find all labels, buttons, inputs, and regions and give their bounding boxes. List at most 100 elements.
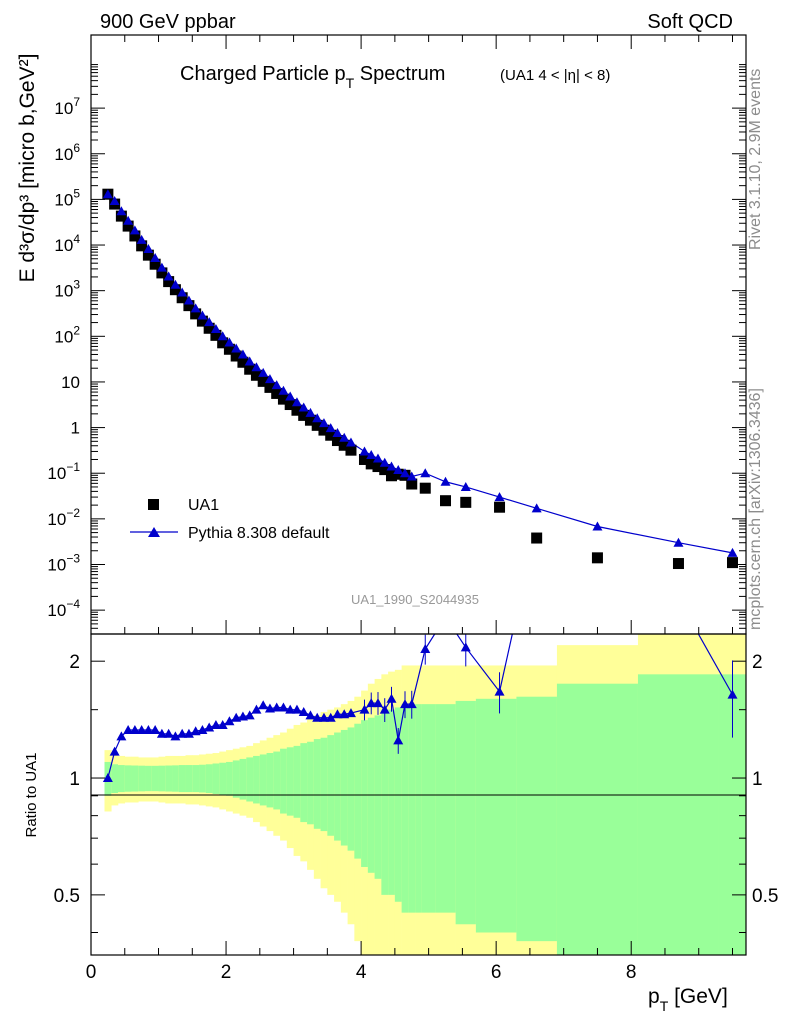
mc-point: [460, 481, 471, 491]
band-inner: [516, 696, 558, 942]
mc-point: [325, 423, 336, 433]
ytick-label: 10−4: [47, 597, 80, 620]
ratio-ytick-label-right: 2: [752, 652, 763, 673]
band-inner: [455, 700, 477, 925]
data-point: [440, 495, 452, 507]
mc-point: [102, 189, 113, 199]
ratio-point: [291, 704, 302, 714]
ratio-point: [460, 642, 471, 652]
ratio-point: [102, 773, 113, 783]
data-point: [142, 249, 154, 261]
mc-point: [190, 303, 201, 313]
ratio-point: [170, 731, 181, 741]
band-inner: [388, 709, 396, 895]
data-point: [311, 419, 323, 431]
ratio-point: [345, 708, 356, 718]
data-point: [169, 284, 181, 296]
legend-data-marker: [148, 499, 159, 510]
ratio-point: [129, 724, 140, 734]
data-point: [284, 399, 296, 411]
band-inner: [286, 747, 294, 816]
ytick-label: 102: [54, 323, 80, 346]
band-inner: [205, 764, 213, 794]
band-inner: [165, 765, 173, 792]
ytick-label: 105: [54, 186, 80, 209]
band-inner: [151, 765, 159, 792]
ratio-point: [217, 719, 228, 729]
data-point: [264, 381, 276, 393]
ratio-point: [150, 724, 161, 734]
data-point: [271, 387, 283, 399]
data-point: [176, 292, 188, 304]
band-inner: [347, 727, 355, 851]
ratio-ytick-label-right: 1: [752, 769, 763, 790]
band-inner: [185, 765, 193, 793]
xtick-label: 4: [356, 962, 367, 983]
mc-point: [129, 225, 140, 235]
ratio-point: [197, 724, 208, 734]
band-inner: [327, 735, 335, 836]
mc-point: [366, 450, 377, 460]
mc-point: [237, 349, 248, 359]
mc-point: [440, 476, 451, 486]
data-point: [190, 308, 202, 320]
mc-point: [285, 391, 296, 401]
data-point: [291, 404, 303, 416]
mc-point: [379, 457, 390, 467]
mc-point: [116, 206, 127, 216]
analysis-watermark: UA1_1990_S2044935: [351, 592, 479, 607]
ratio-point: [163, 728, 174, 738]
band-inner: [111, 764, 119, 794]
data-point: [217, 337, 229, 349]
data-point: [392, 468, 404, 480]
band-inner: [313, 739, 321, 829]
data-point: [345, 444, 357, 456]
upper-yticks: 10−4 10−3 10−2 10−1 1 10 102 103 104 105 106 107: [47, 64, 746, 635]
xtick-label: 6: [491, 962, 502, 983]
band-inner: [131, 765, 139, 792]
mc-point: [163, 271, 174, 281]
mc-point: [727, 547, 738, 557]
ratio-point: [305, 710, 316, 720]
ratio-point: [204, 722, 215, 732]
mc-point: [291, 397, 302, 407]
ratio-point: [312, 712, 323, 722]
ratio-point: [251, 704, 262, 714]
band-inner: [374, 715, 382, 879]
data-point: [358, 453, 370, 465]
ratio-point: [285, 704, 296, 714]
band-inner: [219, 762, 227, 795]
ratio-ytick-label: 2: [69, 652, 80, 673]
data-point: [277, 393, 289, 405]
ratio-point: [318, 712, 329, 722]
data-point: [223, 343, 235, 355]
mc-point: [177, 287, 188, 297]
ratio-point: [224, 716, 235, 726]
data-point: [244, 363, 256, 375]
mc-point: [339, 432, 350, 442]
band-inner: [138, 765, 146, 792]
data-point: [331, 435, 343, 447]
mc-point: [393, 464, 404, 474]
data-point: [250, 369, 262, 381]
data-point: [591, 552, 603, 564]
mc-point: [136, 234, 147, 244]
ytick-label: 106: [54, 141, 80, 164]
header-energy: 900 GeV ppbar: [100, 11, 236, 33]
mc-point: [305, 407, 316, 417]
data-point: [136, 240, 148, 252]
mc-point: [531, 503, 542, 513]
mc-point: [318, 418, 329, 428]
mc-point: [197, 310, 208, 320]
mc-point: [150, 252, 161, 262]
legend-mc-marker: [148, 527, 160, 537]
ratio-point: [116, 731, 127, 741]
ytick-label: 10−3: [47, 551, 80, 574]
band-inner: [381, 709, 389, 895]
data-point: [531, 532, 543, 544]
mc-point: [264, 374, 275, 384]
mc-point: [217, 331, 228, 341]
data-point: [230, 350, 242, 362]
band-inner: [334, 732, 342, 841]
data-point: [372, 461, 384, 473]
